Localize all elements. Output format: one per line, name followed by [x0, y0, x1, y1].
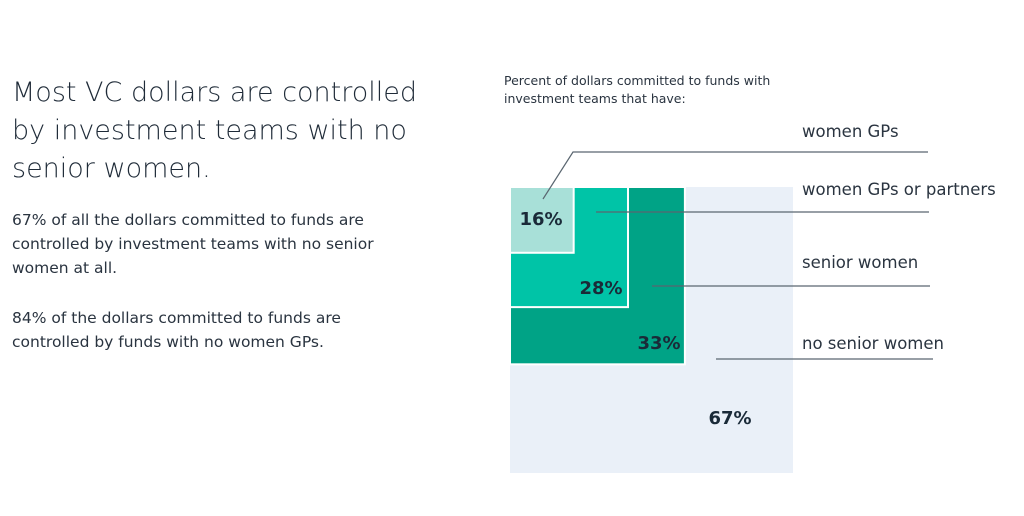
leader-line — [542, 151, 928, 200]
value-label: 67% — [708, 408, 751, 429]
chart-title: Percent of dollars committed to funds wi… — [504, 73, 771, 106]
paragraph-no-women-gps: 84% of the dollars committed to funds ar… — [12, 309, 341, 351]
category-label: women GPs — [802, 122, 899, 141]
area-women-gps — [509, 186, 575, 254]
value-label: 28% — [579, 278, 622, 299]
category-label: senior women — [802, 253, 918, 272]
category-label: no senior women — [802, 334, 944, 353]
value-label: 33% — [637, 333, 680, 354]
paragraph-no-senior-women: 67% of all the dollars committed to fund… — [12, 211, 374, 277]
value-label: 16% — [519, 209, 562, 230]
category-label: women GPs or partners — [802, 180, 996, 199]
headline: Most VC dollars are controlled by invest… — [12, 77, 417, 184]
